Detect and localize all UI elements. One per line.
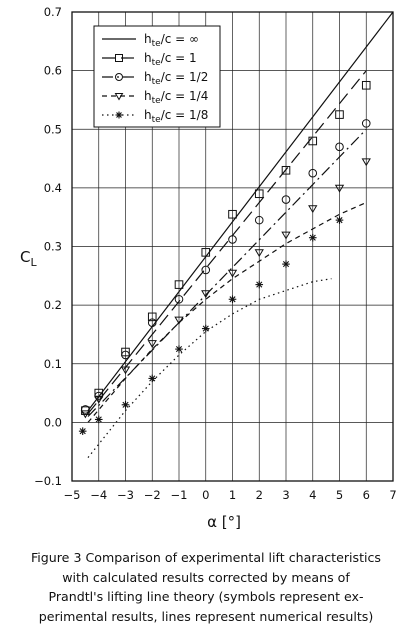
x-tick-label: 2 bbox=[256, 488, 263, 502]
square-marker bbox=[94, 388, 104, 398]
asterisk-marker bbox=[228, 295, 237, 304]
x-tick-label: 0 bbox=[202, 488, 209, 502]
asterisk-marker bbox=[175, 345, 183, 353]
legend-entry-label: hte/c = 1/8 bbox=[144, 108, 208, 125]
series-line-3 bbox=[87, 201, 367, 423]
plot-frame bbox=[71, 11, 394, 482]
square-marker bbox=[201, 248, 211, 257]
triangle-marker bbox=[227, 269, 238, 278]
triangle-marker bbox=[147, 340, 157, 349]
x-tick-label: 7 bbox=[389, 488, 396, 502]
asterisk-marker bbox=[308, 233, 317, 242]
x-tick-label: 6 bbox=[363, 488, 370, 502]
circle-marker bbox=[121, 350, 130, 360]
x-tick-label: 5 bbox=[336, 488, 343, 502]
circle-marker bbox=[174, 294, 184, 304]
circle-marker bbox=[115, 73, 123, 81]
circle-marker bbox=[201, 265, 211, 275]
x-tick-label: 4 bbox=[309, 488, 316, 502]
y-axis-label-main: C bbox=[20, 248, 30, 266]
series-lines bbox=[87, 11, 394, 458]
circle-marker bbox=[361, 119, 371, 128]
y-tick-label: 0.0 bbox=[44, 415, 62, 429]
square-marker bbox=[361, 80, 371, 90]
y-tick-label: 0.7 bbox=[44, 5, 62, 19]
circle-marker bbox=[281, 195, 291, 204]
y-tick-label: 0.3 bbox=[44, 240, 62, 254]
square-marker bbox=[174, 280, 184, 289]
square-marker bbox=[254, 189, 264, 199]
x-tick-label: −4 bbox=[90, 488, 107, 502]
caption-line: perimental results, lines represent nume… bbox=[38, 608, 374, 624]
series-line-0 bbox=[87, 11, 394, 411]
caption-line: Prandtl's lifting line theory (symbols r… bbox=[48, 589, 364, 604]
square-marker bbox=[121, 347, 130, 357]
square-marker bbox=[228, 209, 237, 219]
square-marker bbox=[335, 110, 344, 119]
caption-line: Figure 3 Comparison of experimental lift… bbox=[30, 550, 381, 565]
square-marker bbox=[308, 136, 318, 146]
legend-box bbox=[93, 25, 221, 128]
x-tick-label: 1 bbox=[229, 488, 236, 502]
legend: hte/c = ∞ hte/c = 1 hte/c = 1/2 hte/c = 1/4… bbox=[93, 25, 221, 128]
y-tick-label: 0.4 bbox=[44, 181, 62, 195]
square-marker bbox=[115, 54, 123, 62]
triangle-marker bbox=[308, 205, 318, 214]
circle-marker bbox=[147, 318, 157, 328]
caption-line: with calculated results corrected by mea… bbox=[62, 569, 350, 585]
asterisk-marker bbox=[201, 324, 210, 333]
asterisk-marker bbox=[148, 374, 157, 383]
asterisk-marker bbox=[78, 427, 87, 435]
asterisk-marker bbox=[335, 216, 344, 224]
legend-entry-label: hte/c = 1/2 bbox=[144, 70, 208, 87]
circle-marker bbox=[228, 235, 237, 244]
y-axis-label: CL bbox=[20, 248, 37, 269]
y-tick-label: 0.2 bbox=[44, 298, 62, 312]
asterisk-marker bbox=[121, 400, 130, 409]
y-tick-label: 0.5 bbox=[44, 122, 62, 136]
y-tick-label: 0.6 bbox=[44, 64, 62, 78]
x-tick-label: 3 bbox=[282, 488, 289, 502]
asterisk-marker bbox=[94, 415, 103, 424]
series-markers bbox=[78, 80, 371, 435]
square-marker bbox=[147, 312, 157, 322]
series-line-2 bbox=[87, 128, 367, 417]
triangle-marker bbox=[361, 158, 371, 167]
triangle-marker bbox=[201, 290, 211, 299]
triangle-marker bbox=[94, 395, 104, 404]
y-axis-label-sub: L bbox=[30, 256, 37, 269]
x-tick-label: −3 bbox=[117, 488, 134, 502]
legend-entry-label: hte/c = 1/4 bbox=[144, 89, 208, 106]
circle-marker bbox=[308, 168, 318, 178]
legend-entry-label: hte/c = 1 bbox=[144, 51, 197, 68]
series-line-1 bbox=[87, 70, 367, 414]
asterisk-marker bbox=[255, 280, 264, 289]
triangle-marker bbox=[334, 184, 345, 193]
y-tick-label: −0.1 bbox=[34, 474, 62, 488]
x-tick-label: −2 bbox=[144, 488, 161, 502]
square-marker bbox=[281, 165, 291, 175]
triangle-marker bbox=[254, 249, 264, 258]
asterisk-marker bbox=[282, 260, 290, 268]
x-axis-label: α [°] bbox=[207, 513, 241, 531]
legend-entry-label: hte/c = ∞ bbox=[144, 32, 199, 49]
figure-caption: Figure 3 Comparison of experimental lift… bbox=[0, 548, 412, 626]
circle-marker bbox=[81, 405, 90, 414]
triangle-marker bbox=[114, 93, 124, 101]
triangle-marker bbox=[281, 231, 291, 240]
triangle-marker bbox=[80, 410, 91, 419]
circle-marker bbox=[254, 215, 264, 225]
triangle-marker bbox=[174, 316, 184, 325]
x-tick-label: −5 bbox=[64, 488, 81, 502]
circle-marker bbox=[335, 142, 344, 152]
triangle-marker bbox=[120, 366, 131, 375]
x-tick-label: −1 bbox=[171, 488, 188, 502]
y-tick-label: 0.1 bbox=[44, 357, 62, 371]
asterisk-marker bbox=[115, 111, 123, 119]
lift-chart: −5 −4 −3 −2 −1 0 1 2 3 4 5 6 7 −0.1 0.0 0.1 0.2 0.3 0.4 0.5… bbox=[20, 5, 397, 531]
tick-labels: −5 −4 −3 −2 −1 0 1 2 3 4 5 6 7 −0.1 0.0 0.1 0.2 0.3 0.4 0.5… bbox=[34, 5, 397, 502]
